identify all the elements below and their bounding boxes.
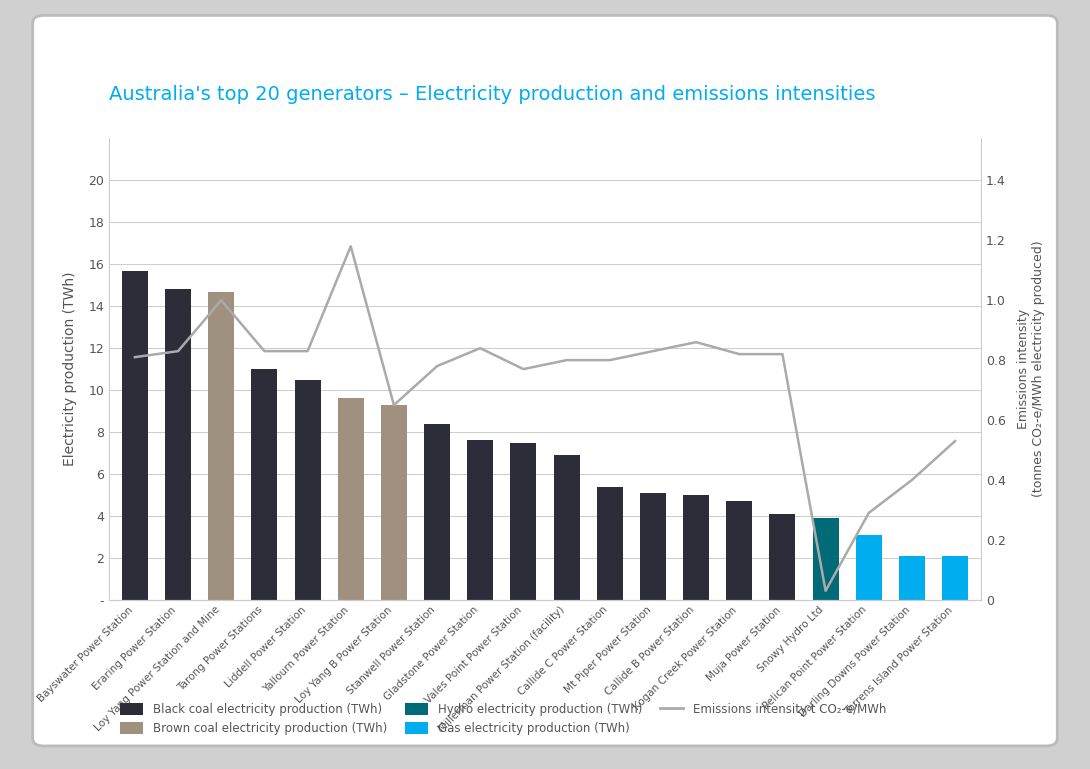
Bar bbox=[294, 380, 320, 600]
Bar bbox=[942, 556, 968, 600]
Legend: Black coal electricity production (TWh), Brown coal electricity production (TWh): Black coal electricity production (TWh),… bbox=[114, 698, 891, 740]
Bar bbox=[252, 369, 277, 600]
Bar bbox=[770, 514, 796, 600]
Bar bbox=[899, 556, 925, 600]
Bar bbox=[640, 493, 666, 600]
Bar bbox=[208, 291, 234, 600]
Bar bbox=[468, 441, 493, 600]
Y-axis label: Electricity production (TWh): Electricity production (TWh) bbox=[63, 272, 77, 466]
Bar bbox=[856, 534, 882, 600]
Y-axis label: Emissions intensity
(tonnes CO₂-e/MWh electricity produced): Emissions intensity (tonnes CO₂-e/MWh el… bbox=[1017, 241, 1045, 498]
Bar bbox=[338, 398, 364, 600]
Bar bbox=[813, 518, 838, 600]
Bar bbox=[554, 455, 580, 600]
Text: Australia's top 20 generators – Electricity production and emissions intensities: Australia's top 20 generators – Electric… bbox=[109, 85, 875, 104]
Bar bbox=[597, 487, 622, 600]
Bar bbox=[510, 442, 536, 600]
Bar bbox=[726, 501, 752, 600]
Bar bbox=[165, 289, 191, 600]
Bar bbox=[424, 424, 450, 600]
Bar bbox=[382, 404, 407, 600]
Bar bbox=[122, 271, 148, 600]
Bar bbox=[683, 495, 708, 600]
